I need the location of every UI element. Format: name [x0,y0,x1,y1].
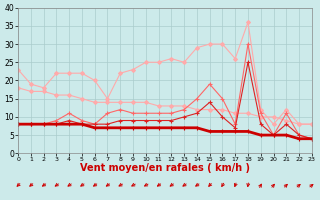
X-axis label: Vent moyen/en rafales ( km/h ): Vent moyen/en rafales ( km/h ) [80,163,250,173]
